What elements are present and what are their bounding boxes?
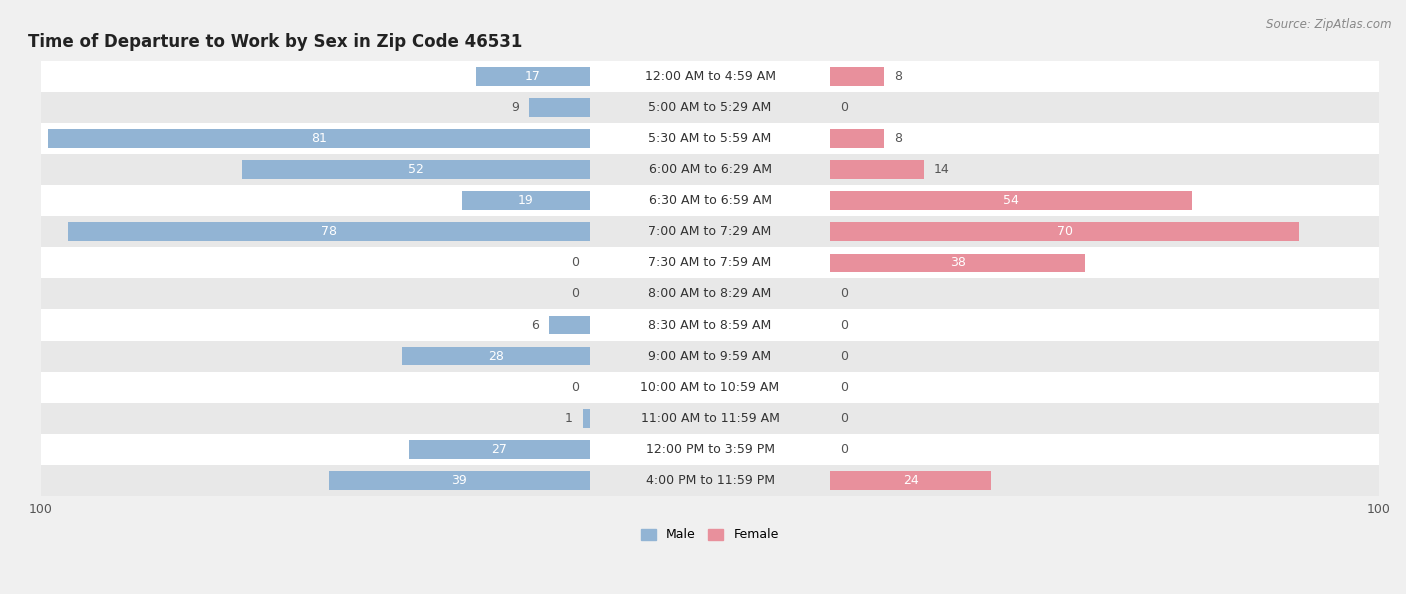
Text: 17: 17 <box>524 69 541 83</box>
Text: 8:30 AM to 8:59 AM: 8:30 AM to 8:59 AM <box>648 318 772 331</box>
Bar <box>41 92 1379 123</box>
Text: 4:00 PM to 11:59 PM: 4:00 PM to 11:59 PM <box>645 474 775 487</box>
Text: 24: 24 <box>903 474 918 487</box>
Bar <box>530 98 589 116</box>
Text: 8:00 AM to 8:29 AM: 8:00 AM to 8:29 AM <box>648 287 772 301</box>
Text: 39: 39 <box>451 474 467 487</box>
Text: 12:00 PM to 3:59 PM: 12:00 PM to 3:59 PM <box>645 443 775 456</box>
Bar <box>41 403 1379 434</box>
Bar <box>831 129 884 148</box>
Text: 11:00 AM to 11:59 AM: 11:00 AM to 11:59 AM <box>641 412 779 425</box>
Text: 9: 9 <box>512 101 519 114</box>
Bar <box>831 222 1299 241</box>
Bar <box>41 434 1379 465</box>
Bar <box>583 409 589 428</box>
Bar <box>41 309 1379 340</box>
Bar <box>41 247 1379 279</box>
Text: 0: 0 <box>841 287 848 301</box>
Bar <box>41 216 1379 247</box>
Text: 6: 6 <box>531 318 540 331</box>
Text: 28: 28 <box>488 350 503 363</box>
Text: 12:00 AM to 4:59 AM: 12:00 AM to 4:59 AM <box>644 69 776 83</box>
Text: 38: 38 <box>949 257 966 269</box>
Text: Source: ZipAtlas.com: Source: ZipAtlas.com <box>1267 18 1392 31</box>
Text: 0: 0 <box>841 318 848 331</box>
Bar <box>409 440 589 459</box>
Text: 7:00 AM to 7:29 AM: 7:00 AM to 7:29 AM <box>648 225 772 238</box>
Bar <box>475 67 589 86</box>
Text: 10:00 AM to 10:59 AM: 10:00 AM to 10:59 AM <box>641 381 779 394</box>
Bar <box>242 160 589 179</box>
Bar <box>831 471 991 490</box>
Text: 0: 0 <box>841 350 848 363</box>
Text: 0: 0 <box>841 101 848 114</box>
Bar <box>41 465 1379 496</box>
Text: 8: 8 <box>894 69 903 83</box>
Text: 9:00 AM to 9:59 AM: 9:00 AM to 9:59 AM <box>648 350 772 363</box>
Legend: Male, Female: Male, Female <box>637 523 783 546</box>
Text: 81: 81 <box>311 132 326 145</box>
Bar <box>41 372 1379 403</box>
Text: 6:30 AM to 6:59 AM: 6:30 AM to 6:59 AM <box>648 194 772 207</box>
Text: 0: 0 <box>841 412 848 425</box>
Text: 52: 52 <box>408 163 423 176</box>
Bar <box>831 254 1084 272</box>
Bar <box>463 191 589 210</box>
Bar <box>48 129 589 148</box>
Text: 5:30 AM to 5:59 AM: 5:30 AM to 5:59 AM <box>648 132 772 145</box>
Bar <box>402 347 589 365</box>
Text: 78: 78 <box>321 225 336 238</box>
Text: 27: 27 <box>491 443 508 456</box>
Bar <box>329 471 589 490</box>
Text: 54: 54 <box>1002 194 1019 207</box>
Bar <box>41 123 1379 154</box>
Bar <box>831 191 1192 210</box>
Text: 19: 19 <box>519 194 534 207</box>
Bar <box>41 279 1379 309</box>
Text: 0: 0 <box>572 287 579 301</box>
Text: 1: 1 <box>565 412 572 425</box>
Text: 5:00 AM to 5:29 AM: 5:00 AM to 5:29 AM <box>648 101 772 114</box>
Text: 0: 0 <box>841 381 848 394</box>
Text: 0: 0 <box>572 257 579 269</box>
Text: 6:00 AM to 6:29 AM: 6:00 AM to 6:29 AM <box>648 163 772 176</box>
Text: 8: 8 <box>894 132 903 145</box>
Text: 7:30 AM to 7:59 AM: 7:30 AM to 7:59 AM <box>648 257 772 269</box>
Bar <box>41 61 1379 92</box>
Text: 70: 70 <box>1057 225 1073 238</box>
Bar <box>41 185 1379 216</box>
Text: 14: 14 <box>934 163 950 176</box>
Text: Time of Departure to Work by Sex in Zip Code 46531: Time of Departure to Work by Sex in Zip … <box>28 33 522 51</box>
Bar <box>831 67 884 86</box>
Bar <box>41 154 1379 185</box>
Bar <box>550 316 589 334</box>
Bar <box>831 160 924 179</box>
Text: 0: 0 <box>841 443 848 456</box>
Bar <box>41 340 1379 372</box>
Bar <box>67 222 589 241</box>
Text: 0: 0 <box>572 381 579 394</box>
